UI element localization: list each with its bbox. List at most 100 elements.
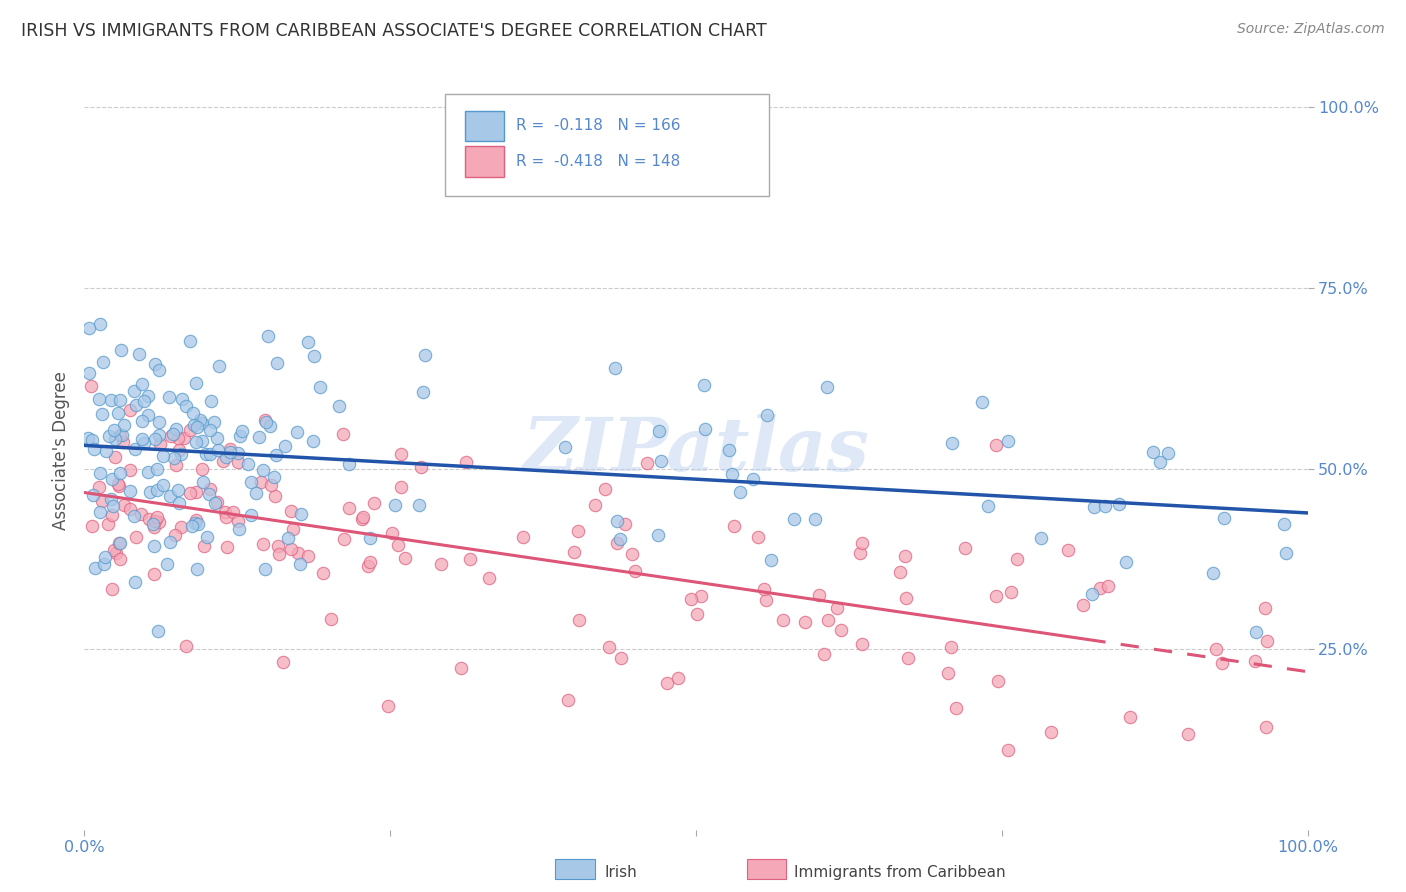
Point <box>1142 445 1164 459</box>
Point <box>169 443 191 458</box>
Point <box>666 671 689 685</box>
Point <box>720 467 742 481</box>
Point <box>103 423 125 437</box>
Point <box>450 661 472 675</box>
Point <box>271 655 294 669</box>
Point <box>191 475 214 490</box>
Point <box>136 389 159 403</box>
Point <box>263 469 285 483</box>
Point <box>894 549 917 563</box>
Point <box>253 413 276 427</box>
Point <box>148 428 170 442</box>
Point <box>131 376 153 391</box>
Point <box>170 392 193 406</box>
Point <box>1000 584 1022 599</box>
Point <box>692 377 714 392</box>
Point <box>155 557 177 571</box>
Point <box>112 417 135 432</box>
Point <box>142 566 165 581</box>
Point <box>186 376 208 390</box>
Point <box>755 593 778 607</box>
Point <box>259 418 281 433</box>
Point <box>100 491 122 506</box>
Point <box>204 496 226 510</box>
Point <box>179 423 201 437</box>
Point <box>112 499 135 513</box>
Point <box>184 516 207 531</box>
Point <box>200 424 222 438</box>
Point <box>1213 511 1236 525</box>
Point <box>593 482 616 496</box>
Point <box>1275 546 1298 560</box>
Point <box>297 334 319 349</box>
Point <box>772 613 794 627</box>
Text: R =  -0.418   N = 148: R = -0.418 N = 148 <box>516 154 681 169</box>
Text: IRISH VS IMMIGRANTS FROM CARIBBEAN ASSOCIATE'S DEGREE CORRELATION CHART: IRISH VS IMMIGRANTS FROM CARIBBEAN ASSOC… <box>21 22 766 40</box>
Point <box>146 483 169 497</box>
Point <box>817 613 839 627</box>
Point <box>302 349 325 363</box>
Point <box>287 546 309 560</box>
Point <box>620 547 643 561</box>
Point <box>1244 654 1267 668</box>
Point <box>941 436 963 450</box>
Point <box>191 416 214 430</box>
Point <box>606 536 628 550</box>
Point <box>148 515 170 529</box>
Point <box>389 480 412 494</box>
Point <box>184 484 207 499</box>
Point <box>111 435 134 450</box>
Point <box>606 514 628 528</box>
Point <box>686 607 709 621</box>
Point <box>222 505 245 519</box>
Point <box>136 408 159 422</box>
Point <box>567 524 589 538</box>
Point <box>125 530 148 544</box>
Point <box>179 334 201 349</box>
Point <box>285 425 308 439</box>
Point <box>195 530 218 544</box>
Point <box>142 539 165 553</box>
Point <box>939 640 962 654</box>
Point <box>997 743 1019 757</box>
Point <box>143 514 166 528</box>
Point <box>972 395 994 409</box>
Point <box>1081 587 1104 601</box>
Point <box>977 499 1000 513</box>
Point <box>186 435 208 450</box>
Point <box>80 379 103 393</box>
Point <box>328 399 350 413</box>
Point <box>1202 566 1225 580</box>
FancyBboxPatch shape <box>747 859 786 879</box>
Point <box>226 455 249 469</box>
Text: Irish: Irish <box>605 865 637 880</box>
Point <box>377 699 399 714</box>
Point <box>636 456 658 470</box>
Point <box>290 507 312 521</box>
Point <box>146 624 169 639</box>
Point <box>1090 582 1112 596</box>
Point <box>1007 552 1029 566</box>
Point <box>409 459 432 474</box>
Point <box>333 532 356 546</box>
Point <box>167 496 190 510</box>
Point <box>783 512 806 526</box>
Point <box>110 343 132 358</box>
Point <box>945 701 967 715</box>
Point <box>557 693 579 707</box>
Point <box>165 458 187 472</box>
Point <box>458 551 481 566</box>
Point <box>181 406 204 420</box>
Point <box>266 356 288 370</box>
Point <box>321 611 343 625</box>
Point <box>249 430 271 444</box>
Point <box>101 499 124 513</box>
Point <box>1097 579 1119 593</box>
Point <box>143 357 166 371</box>
Point <box>413 348 436 362</box>
Point <box>110 536 132 550</box>
Point <box>1115 555 1137 569</box>
Point <box>274 439 297 453</box>
Point <box>104 432 127 446</box>
Point <box>1094 499 1116 513</box>
